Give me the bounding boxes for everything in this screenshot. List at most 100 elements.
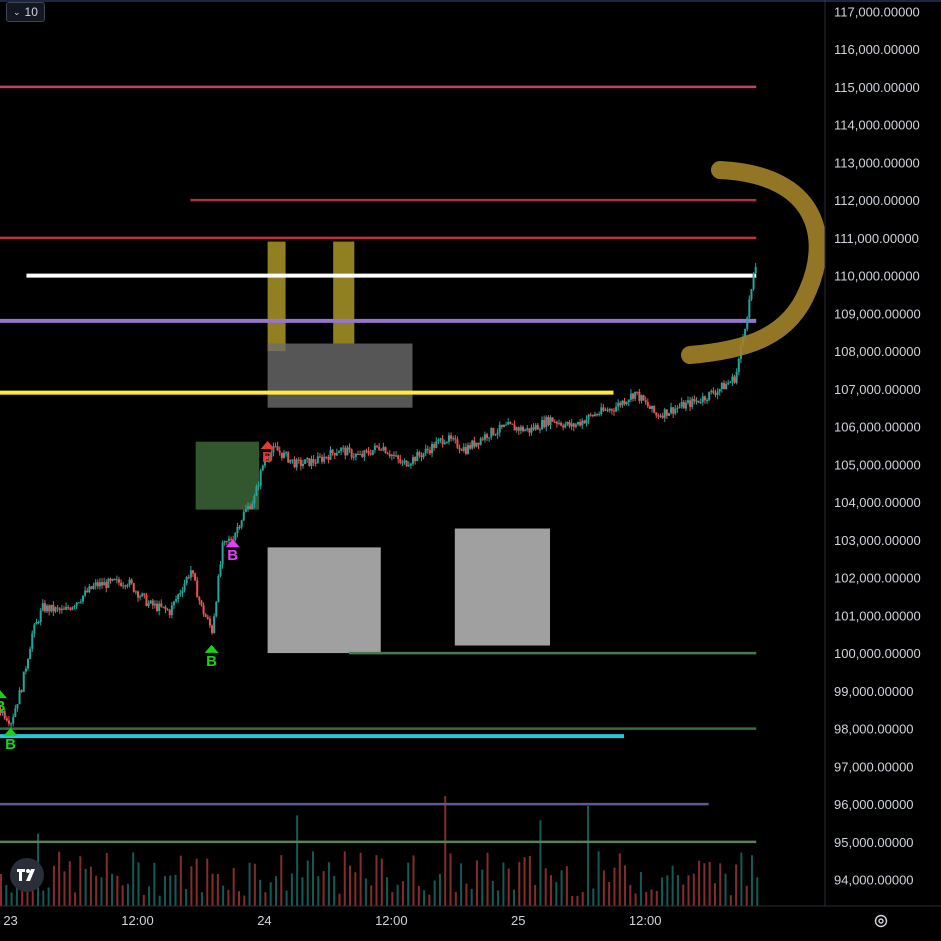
volume-bar <box>26 885 29 906</box>
candle-body <box>517 427 520 431</box>
candle-body <box>693 398 696 402</box>
shaded-bands <box>195 241 550 654</box>
volume-bar <box>253 863 256 906</box>
candle-body <box>439 438 442 440</box>
candle-body <box>412 457 414 464</box>
chart-settings-button[interactable] <box>870 910 892 932</box>
candle-body <box>20 690 23 692</box>
volume-bar <box>343 851 346 906</box>
volume-bar <box>126 883 129 906</box>
volume-bar <box>200 892 203 906</box>
candle-body <box>340 448 343 452</box>
candle-body <box>376 445 379 447</box>
candle-body <box>746 317 749 329</box>
candle-body <box>522 426 524 432</box>
candle-body <box>179 592 182 595</box>
candle-body <box>73 606 76 608</box>
time-tick-label: 23 <box>3 913 17 928</box>
candle-body <box>189 570 192 578</box>
volume-bar <box>153 862 156 906</box>
volume-bar <box>359 852 362 906</box>
time-tick-label: 12:00 <box>375 913 408 928</box>
tradingview-logo[interactable] <box>10 858 44 892</box>
candle-body <box>200 600 203 606</box>
candle-body <box>382 447 385 451</box>
candle-body <box>703 396 706 401</box>
candle-body <box>689 400 692 407</box>
candle-body <box>363 450 366 457</box>
candle-body <box>325 456 328 458</box>
volume-bar <box>703 863 706 906</box>
candle-body <box>653 405 656 413</box>
volume-bar <box>708 861 711 906</box>
candle-body <box>217 576 220 602</box>
candle-body <box>636 391 639 393</box>
candle-body <box>456 439 459 448</box>
candle-body <box>699 402 702 404</box>
price-tick-label: 100,000.00000 <box>834 646 921 661</box>
volume-bar <box>692 873 695 906</box>
volume-bar <box>391 892 394 906</box>
volume-bar <box>280 855 283 906</box>
candle-body <box>486 434 489 438</box>
candle-body <box>278 450 281 453</box>
volume-bar <box>380 858 383 906</box>
candle-body <box>651 405 654 409</box>
volume-bar <box>523 857 526 906</box>
candle-body <box>538 429 541 431</box>
signal-label: B <box>262 449 273 466</box>
candle-body <box>475 442 478 447</box>
candle-body <box>130 579 133 584</box>
candle-body <box>710 390 713 392</box>
candle-body <box>570 423 573 427</box>
candle-body <box>29 648 32 660</box>
time-tick-label: 24 <box>257 913 271 928</box>
interval-selector[interactable]: ⌄ 10 <box>6 2 45 22</box>
time-axis[interactable] <box>0 906 941 941</box>
volume-bar <box>396 884 399 906</box>
candle-body <box>337 451 340 453</box>
candle-body <box>10 723 13 725</box>
candle-body <box>447 435 450 442</box>
candle-body <box>735 371 738 383</box>
candle-body <box>67 606 70 609</box>
volume-bar <box>407 862 410 906</box>
candle-body <box>431 444 434 454</box>
candle-body <box>428 450 431 454</box>
candle-body <box>549 417 552 426</box>
candle-body <box>716 391 719 395</box>
candle-body <box>223 541 226 543</box>
candle-body <box>177 594 180 600</box>
price-tick-label: 114,000.00000 <box>834 118 920 133</box>
candle-body <box>695 400 698 402</box>
gear-icon <box>874 914 888 928</box>
candle-body <box>12 716 15 724</box>
candle-body <box>287 452 290 463</box>
candle-body <box>420 455 423 458</box>
time-tick-label: 12:00 <box>629 913 662 928</box>
candle-body <box>126 585 129 587</box>
volume-bar <box>195 858 198 906</box>
candle-body <box>655 412 658 416</box>
volume-bar <box>105 853 108 906</box>
candle-body <box>333 452 336 456</box>
candle-body <box>240 520 243 528</box>
price-axis[interactable] <box>825 0 941 906</box>
volume-bar <box>497 890 500 906</box>
candle-body <box>422 453 425 458</box>
candle-body <box>424 448 427 454</box>
candle-body <box>454 438 457 440</box>
candle-body <box>617 402 620 407</box>
volume-bar <box>602 870 605 906</box>
candle-body <box>591 414 594 417</box>
candle-body <box>433 444 436 448</box>
candle-body <box>242 511 245 521</box>
signal-label: B <box>5 736 16 753</box>
candle-body <box>52 604 55 612</box>
volume-bar <box>364 878 367 906</box>
candle-body <box>608 408 611 411</box>
shaded-band <box>333 241 355 344</box>
volume-bar <box>587 805 590 906</box>
